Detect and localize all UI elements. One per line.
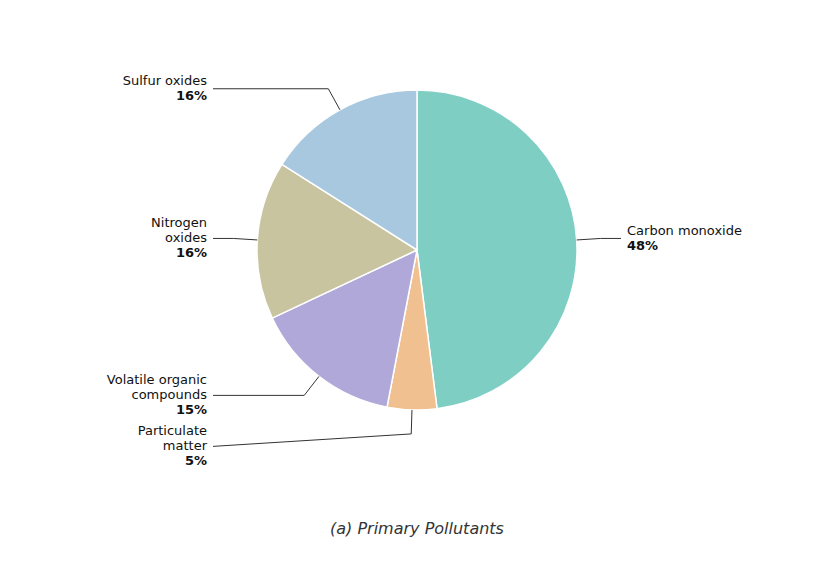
leader-line [213, 89, 340, 110]
title: (a) Primary Pollutants [330, 519, 504, 538]
data-label: 16% [176, 88, 207, 103]
slice-label: Sulfur oxides [123, 73, 208, 88]
data-label: 48% [627, 238, 658, 253]
leader-line [213, 410, 412, 446]
data-label: 15% [176, 402, 207, 417]
data-label: 16% [176, 245, 207, 260]
pie-slice [417, 90, 577, 409]
slice-label: Nitrogenoxides [151, 215, 207, 245]
leader-line [213, 376, 319, 395]
pie: Carbon monoxide48% Particulatematter5% Vol… [107, 73, 742, 468]
slice-label: Volatile organiccompounds [107, 372, 207, 402]
pie-slice [282, 90, 417, 250]
slice-label: Carbon monoxide [627, 223, 742, 238]
leader-line [577, 238, 621, 240]
leader-line [213, 238, 257, 240]
chart: Carbon monoxide48% Particulatematter5% Vol… [0, 0, 834, 564]
data-label: 5% [185, 453, 207, 468]
slice-label: Particulatematter [138, 423, 208, 453]
